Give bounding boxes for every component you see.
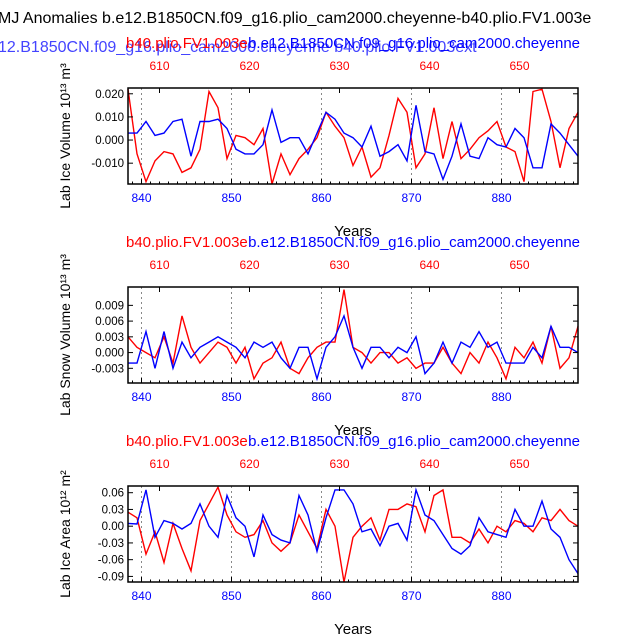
y-tick-label: 0.06 [102, 488, 124, 500]
panel-left-label: b40.plio.FV1.003e [126, 433, 248, 450]
x-tick-label: 850 [221, 191, 241, 205]
y-axis-label: Lab Snow Volume 10¹³ m³ [57, 254, 73, 416]
series-line-red [127, 289, 579, 381]
x-tick-label: 860 [311, 589, 331, 603]
x-axis-label: Years [334, 422, 372, 439]
x-tick-label: 880 [491, 390, 511, 404]
y-tick-label: 0.000 [95, 348, 124, 360]
chart-panel-2: b40.plio.FV1.003e b.e12.B1850CN.f09_g16.p… [57, 234, 580, 439]
panel-right-label: b.e12.B1850CN.f09_g16.plio_cam2000.cheye… [248, 234, 580, 251]
series-line-red [127, 88, 579, 185]
series-line-blue [128, 313, 579, 382]
x-top-tick-label: 650 [509, 457, 529, 471]
x-top-tick-label: 650 [509, 258, 529, 272]
chart-panel-3: b40.plio.FV1.003e b.e12.B1850CN.f09_g16.p… [57, 433, 580, 638]
y-tick-label: -0.06 [98, 555, 124, 567]
chart-panels: b40.plio.FV1.003e b.e12.B1850CN.f09_g16.p… [57, 35, 580, 638]
series-line-blue [127, 487, 579, 574]
y-axis-label: Lab Ice Volume 10¹³ m³ [57, 63, 73, 209]
x-tick-label: 870 [401, 390, 421, 404]
x-tick-label: 880 [491, 589, 511, 603]
x-top-tick-label: 640 [419, 258, 439, 272]
panel-left-label: b40.plio.FV1.003e [126, 35, 248, 52]
y-tick-label: 0.000 [95, 135, 124, 147]
x-top-tick-label: 610 [149, 258, 169, 272]
x-axis-label: Years [334, 223, 372, 240]
y-tick-label: 0.006 [95, 316, 124, 328]
y-tick-label: -0.003 [91, 363, 124, 375]
y-tick-label: 0.020 [95, 89, 124, 101]
x-top-tick-label: 630 [329, 59, 349, 73]
x-top-tick-label: 640 [419, 457, 439, 471]
x-top-tick-label: 630 [329, 258, 349, 272]
x-tick-label: 880 [491, 191, 511, 205]
x-top-tick-label: 620 [239, 59, 259, 73]
x-tick-label: 840 [131, 589, 151, 603]
y-tick-label: -0.010 [91, 158, 124, 170]
x-top-tick-label: 610 [149, 457, 169, 471]
x-top-tick-label: 650 [509, 59, 529, 73]
x-tick-label: 840 [131, 390, 151, 404]
x-top-tick-label: 620 [239, 457, 259, 471]
x-tick-label: 850 [221, 589, 241, 603]
y-tick-label: 0.03 [102, 504, 124, 516]
x-tick-label: 870 [401, 191, 421, 205]
x-top-tick-label: 620 [239, 258, 259, 272]
x-tick-label: 860 [311, 390, 331, 404]
x-tick-label: 860 [311, 191, 331, 205]
page-title: MJ Anomalies b.e12.B1850CN.f09_g16.plio_… [0, 10, 591, 27]
plot-frame [127, 485, 579, 583]
x-axis-label: Years [334, 621, 372, 638]
y-tick-label: 0.009 [95, 300, 124, 312]
x-top-tick-label: 610 [149, 59, 169, 73]
series-line-blue [128, 105, 579, 182]
chart-panel-1: b40.plio.FV1.003e b.e12.B1850CN.f09_g16.p… [57, 35, 580, 240]
x-top-tick-label: 630 [329, 457, 349, 471]
y-tick-label: -0.09 [98, 571, 124, 583]
plot-frame [127, 87, 579, 185]
y-tick-label: 0.00 [102, 521, 124, 533]
y-tick-label: -0.03 [98, 538, 124, 550]
x-tick-label: 840 [131, 191, 151, 205]
page-subtitle: 12.B1850CN.f09_g16.plio_cam2000.cheyenne… [0, 39, 477, 56]
panel-right-label: b.e12.B1850CN.f09_g16.plio_cam2000.cheye… [248, 433, 580, 450]
series-line-red [127, 485, 579, 583]
panel-right-label: b.e12.B1850CN.f09_g16.plio_cam2000.cheye… [248, 35, 580, 52]
x-tick-label: 870 [401, 589, 421, 603]
y-axis-label: Lab Ice Area 10¹² m² [57, 470, 73, 598]
y-tick-label: 0.003 [95, 332, 124, 344]
x-top-tick-label: 640 [419, 59, 439, 73]
plot-frame [127, 286, 579, 384]
y-tick-label: 0.010 [95, 112, 124, 124]
x-tick-label: 850 [221, 390, 241, 404]
panel-left-label: b40.plio.FV1.003e [126, 234, 248, 251]
